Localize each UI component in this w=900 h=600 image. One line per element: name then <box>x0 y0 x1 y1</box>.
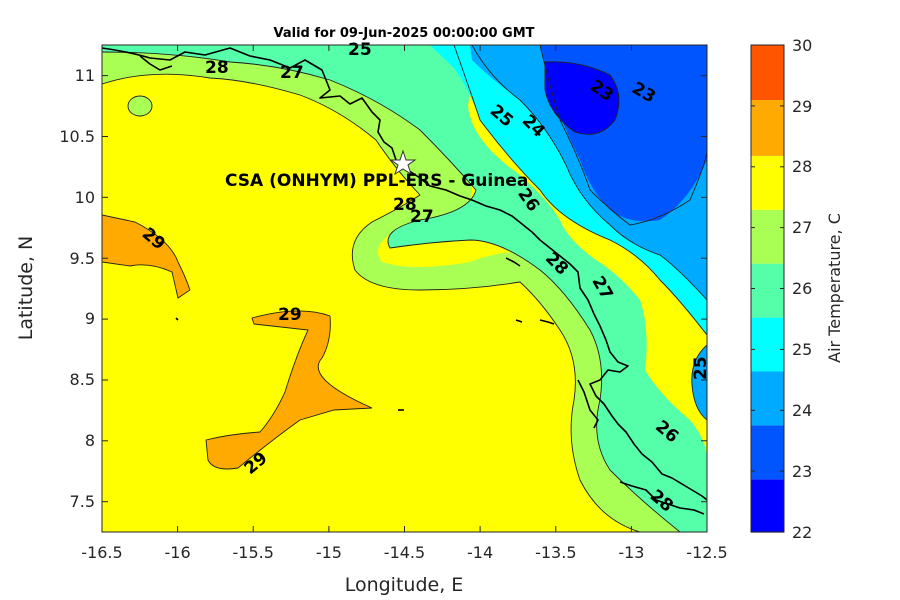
band-26 <box>102 45 707 532</box>
colorbar-tick-label: 30 <box>792 36 812 55</box>
x-tick-label: -14.5 <box>384 543 425 562</box>
contour-label: 25 <box>348 40 372 60</box>
colorbar: 22 23 24 25 26 27 28 29 30 <box>750 36 812 542</box>
band-29-west <box>102 215 190 298</box>
colorbar-segment-28 <box>751 155 784 210</box>
x-tick-label: -15 <box>316 543 342 562</box>
x-tick-label: -12.5 <box>686 543 727 562</box>
station-marker <box>389 149 417 176</box>
band-27-islet <box>128 96 152 116</box>
colorbar-segment-30 <box>751 45 784 100</box>
y-tick-label: 10 <box>75 188 95 207</box>
colorbar-segment-29 <box>751 100 784 156</box>
colorbar-segment-25 <box>751 317 784 372</box>
band-27 <box>102 45 707 532</box>
colorbar-segment-23 <box>751 425 784 480</box>
x-tick-label: -16 <box>165 543 191 562</box>
contour-label: 28 <box>205 58 229 78</box>
x-tick-label: -15.5 <box>232 543 273 562</box>
y-tick-label: 8.5 <box>70 370 95 389</box>
y-axis: 7.5 8 8.5 9 9.5 10 10.5 11 <box>59 66 707 511</box>
colorbar-tick-label: 27 <box>792 218 812 237</box>
x-axis: -16.5 -16 -15.5 -15 -14.5 -14 -13.5 -13 … <box>81 45 728 562</box>
colorbar-tick-label: 25 <box>792 340 812 359</box>
colorbar-segment-24 <box>751 371 784 426</box>
colorbar-tick-label: 26 <box>792 279 812 298</box>
plot-area <box>102 45 707 532</box>
figure-title: Valid for 09-Jun-2025 00:00:00 GMT <box>274 26 535 41</box>
colorbar-tick-label: 22 <box>792 523 812 542</box>
band-24-east <box>691 345 707 420</box>
station-label: CSA (ONHYM) PPL-ERS - Guinea <box>225 171 528 191</box>
colorbar-tick-label: 23 <box>792 462 812 481</box>
colorbar-label: Air Temperature, C <box>825 213 844 363</box>
band-29-central <box>206 310 372 469</box>
y-tick-label: 9.5 <box>70 249 95 268</box>
x-tick-label: -14 <box>467 543 493 562</box>
x-tick-label: -13 <box>618 543 644 562</box>
x-tick-label: -13.5 <box>535 543 576 562</box>
y-axis-label: Latitude, N <box>15 236 37 341</box>
x-tick-label: -16.5 <box>81 543 122 562</box>
contour-label: 29 <box>278 305 302 325</box>
y-tick-label: 11 <box>75 66 95 85</box>
colorbar-tick-label: 29 <box>792 97 812 116</box>
band-22 <box>545 61 619 135</box>
colorbar-segment-22 <box>751 479 784 533</box>
y-tick-label: 9 <box>85 309 95 328</box>
y-tick-label: 10.5 <box>59 127 95 146</box>
y-tick-label: 8 <box>85 431 95 450</box>
contour-label: 27 <box>280 63 304 83</box>
coastline <box>102 47 707 515</box>
colorbar-segment-26 <box>751 263 784 318</box>
colorbar-tick-label: 24 <box>792 401 812 420</box>
contour-label: 28 <box>393 195 417 215</box>
contour-label: 25 <box>691 356 711 380</box>
contour-label: 27 <box>410 207 434 227</box>
y-tick-label: 7.5 <box>70 492 95 511</box>
colorbar-tick-label: 28 <box>792 157 812 176</box>
colorbar-segment-27 <box>751 209 784 264</box>
x-axis-label: Longitude, E <box>345 574 464 596</box>
